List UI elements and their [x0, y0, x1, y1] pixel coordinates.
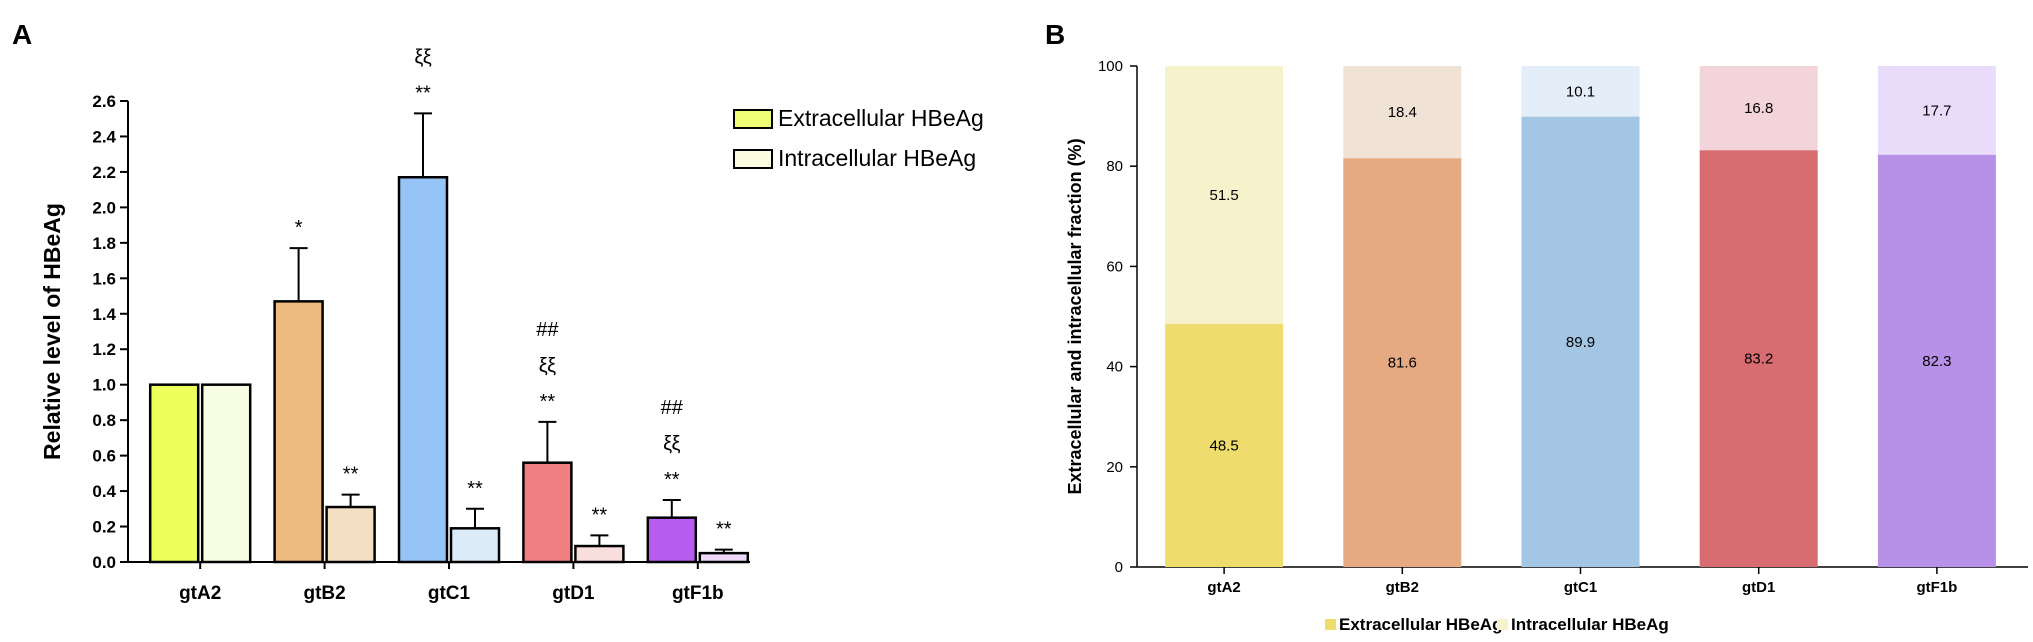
data-label: 18.4: [1388, 104, 1417, 121]
x-tick-label: gtD1: [1742, 579, 1775, 596]
y-axis-label: Relative level of HBeAg: [39, 203, 65, 460]
bar: [449, 527, 501, 564]
significance-label: *: [295, 217, 303, 239]
bar-segment: [1343, 66, 1462, 159]
bar-segment: [1877, 66, 1996, 155]
panel-label-b: B: [1045, 19, 1065, 50]
significance-label: ξξ: [539, 355, 556, 377]
y-tick-label: 0.0: [92, 553, 116, 572]
legend-swatch: [1497, 619, 1508, 630]
y-tick-label: 0.2: [92, 518, 116, 537]
panel-label-a: A: [12, 19, 32, 50]
x-tick-label: gtA2: [179, 583, 221, 604]
bar: [574, 544, 625, 564]
x-tick-label: gtC1: [428, 583, 471, 604]
significance-label: **: [664, 469, 680, 491]
legend-label: Intracellular HBeAg: [1511, 615, 1669, 634]
y-tick-label: 1.0: [92, 376, 116, 395]
y-tick-label: 40: [1106, 359, 1123, 376]
y-tick-label: 2.4: [92, 127, 116, 146]
significance-label: **: [716, 519, 732, 541]
data-label: 17.7: [1922, 102, 1951, 119]
y-tick-label: 2.2: [92, 163, 116, 182]
y-tick-label: 1.2: [92, 340, 116, 359]
bar: [200, 383, 252, 564]
data-label: 16.8: [1744, 100, 1773, 117]
data-label: 51.5: [1209, 187, 1238, 204]
significance-label: ξξ: [663, 433, 680, 455]
significance-label: **: [467, 478, 483, 500]
x-tick-label: gtA2: [1207, 579, 1240, 596]
y-tick-label: 0.4: [92, 482, 116, 501]
y-tick-label: 0.8: [92, 411, 116, 430]
significance-label: ξξ: [414, 46, 431, 68]
y-tick-label: 1.8: [92, 234, 116, 253]
legend-label: Intracellular HBeAg: [778, 145, 976, 171]
bar: [397, 175, 449, 564]
significance-label: ##: [661, 397, 684, 419]
y-tick-label: 0.6: [92, 447, 116, 466]
significance-label: **: [343, 464, 359, 486]
y-tick-label: 80: [1106, 158, 1123, 175]
bar-segment: [1343, 158, 1462, 567]
bar-segment: [1699, 150, 1818, 567]
data-label: 83.2: [1744, 351, 1773, 368]
y-tick-label: 0: [1115, 559, 1123, 576]
bar: [273, 300, 324, 564]
y-tick-label: 100: [1098, 58, 1123, 75]
significance-label: ##: [536, 319, 559, 341]
bar-segment: [1165, 324, 1284, 567]
x-tick-label: gtF1b: [1916, 579, 1957, 596]
bar-segment: [1521, 66, 1640, 117]
y-tick-label: 2.6: [92, 92, 116, 111]
bar-segment: [1699, 66, 1818, 151]
bar-segment: [1877, 154, 1996, 567]
x-tick-label: gtF1b: [672, 583, 724, 604]
legend-label: Extracellular HBeAg: [778, 105, 984, 131]
bar-segment: [1165, 66, 1284, 325]
data-label: 48.5: [1209, 438, 1238, 455]
y-axis-label: Extracellular and intracellular fraction…: [1065, 138, 1085, 494]
bar-segment: [1521, 116, 1640, 567]
y-tick-label: 1.6: [92, 269, 116, 288]
chart-panel-b: Extracellular and intracellular fraction…: [1065, 58, 2028, 634]
legend-swatch: [733, 109, 773, 129]
data-label: 10.1: [1566, 83, 1595, 100]
data-label: 81.6: [1388, 355, 1417, 372]
legend-swatch: [1325, 619, 1336, 630]
y-tick-label: 20: [1106, 459, 1123, 476]
y-tick-label: 2.0: [92, 198, 116, 217]
x-tick-label: gtC1: [1564, 579, 1597, 596]
legend-swatch: [733, 149, 773, 169]
significance-label: **: [415, 82, 431, 104]
bar: [646, 516, 698, 564]
bar: [148, 383, 200, 564]
x-tick-label: gtB2: [1386, 579, 1419, 596]
y-tick-label: 60: [1106, 258, 1123, 275]
data-label: 82.3: [1922, 353, 1951, 370]
x-tick-label: gtB2: [303, 583, 345, 604]
chart-panel-a: Relative level of HBeAg 0.0 0.2 0.4 0.6 0.8 1.…: [39, 46, 984, 604]
x-tick-label: gtD1: [552, 583, 595, 604]
data-label: 89.9: [1566, 334, 1595, 351]
y-tick-label: 1.4: [92, 305, 116, 324]
bar: [522, 461, 573, 564]
significance-label: **: [540, 391, 556, 413]
legend-label: Extracellular HBeAg: [1339, 615, 1502, 634]
bar: [325, 505, 376, 564]
significance-label: **: [592, 504, 608, 526]
bar: [698, 551, 750, 564]
